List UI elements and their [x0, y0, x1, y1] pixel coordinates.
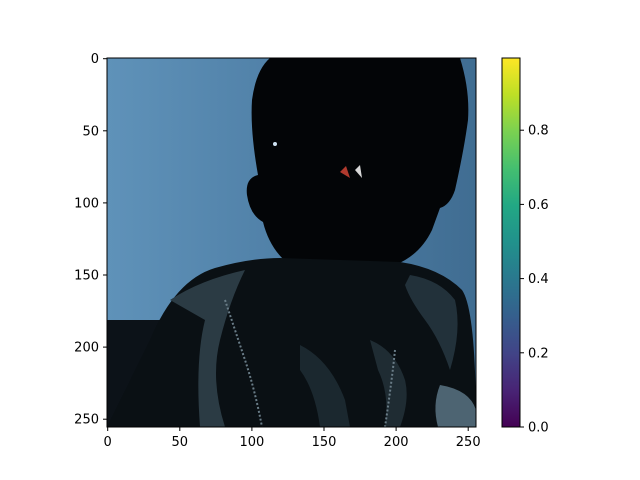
colorbar-tick-label: 0.8 — [528, 124, 549, 139]
jacket-fold — [170, 270, 245, 427]
jacket-fold — [435, 385, 476, 427]
colorbar-tick: 0.8 — [520, 124, 549, 139]
y-tick: 100 — [74, 196, 107, 211]
colorbar: 0.0 0.2 0.4 0.6 0.8 — [501, 57, 549, 436]
x-tick: 50 — [172, 427, 189, 450]
y-tick: 200 — [74, 341, 107, 356]
y-tick-label: 0 — [91, 52, 99, 67]
x-axis: 0 50 100 150 200 250 — [104, 427, 481, 450]
x-tick-label: 250 — [456, 435, 481, 450]
y-tick-label: 150 — [74, 269, 99, 284]
x-tick: 200 — [384, 427, 409, 450]
y-tick: 150 — [74, 269, 107, 284]
highlight — [355, 165, 362, 178]
y-tick-label: 100 — [74, 196, 99, 211]
colorbar-tick: 0.0 — [520, 421, 549, 436]
y-tick-label: 50 — [82, 124, 99, 139]
jacket-fold — [300, 345, 350, 427]
colorbar-tick-label: 0.2 — [528, 346, 549, 361]
y-tick-label: 250 — [74, 413, 99, 428]
x-tick-label: 100 — [239, 435, 264, 450]
jacket-fold — [405, 275, 458, 370]
y-tick-label: 200 — [74, 341, 99, 356]
y-tick: 50 — [82, 124, 107, 139]
x-tick-label: 50 — [172, 435, 189, 450]
jacket-fold — [370, 340, 407, 427]
x-tick-label: 200 — [384, 435, 409, 450]
zipper — [224, 299, 263, 427]
colorbar-tick-label: 0.0 — [528, 421, 549, 436]
x-tick: 250 — [456, 427, 481, 450]
highlight — [273, 142, 277, 146]
highlight — [340, 166, 350, 178]
x-tick-label: 0 — [104, 435, 112, 450]
head-silhouette — [246, 58, 469, 265]
colorbar-tick: 0.4 — [520, 272, 549, 287]
colorbar-tick-label: 0.4 — [528, 272, 549, 287]
y-tick: 250 — [74, 413, 107, 428]
x-tick: 150 — [312, 427, 337, 450]
photo — [107, 58, 476, 427]
colorbar-gradient — [501, 57, 521, 428]
colorbar-tick-label: 0.6 — [528, 198, 549, 213]
colorbar-tick: 0.2 — [520, 346, 549, 361]
y-axis: 0 50 100 150 200 250 — [74, 52, 107, 428]
y-tick: 0 — [91, 52, 107, 67]
x-tick: 0 — [104, 427, 112, 450]
image-axes-frame — [106, 57, 477, 428]
zipper — [384, 349, 396, 427]
x-tick: 100 — [239, 427, 264, 450]
x-tick-label: 150 — [312, 435, 337, 450]
colorbar-tick: 0.6 — [520, 198, 549, 213]
